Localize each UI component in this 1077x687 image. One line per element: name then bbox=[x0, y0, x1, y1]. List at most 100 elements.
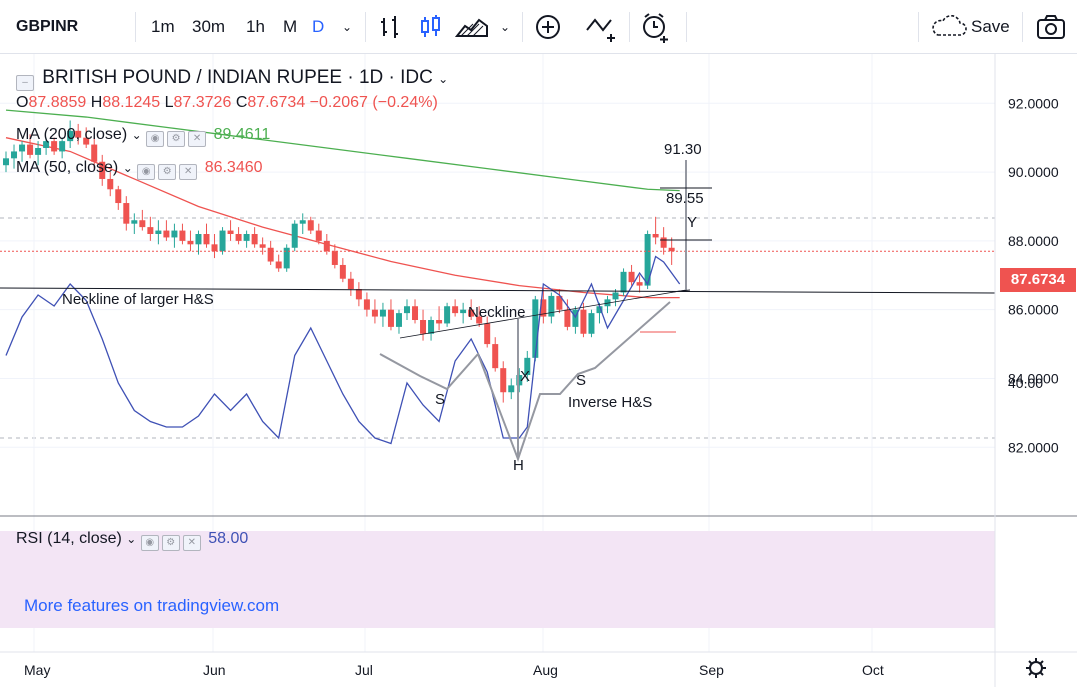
low-value: 87.3726 bbox=[173, 94, 232, 111]
candle bbox=[548, 292, 555, 324]
candle bbox=[275, 254, 282, 272]
candle bbox=[572, 306, 579, 334]
rsi-label: RSI (14, close) bbox=[16, 530, 122, 547]
ma50-line bbox=[5, 137, 680, 299]
timeframe-d[interactable]: D bbox=[312, 17, 325, 36]
candle bbox=[420, 309, 427, 341]
right-shoulder-label: S bbox=[576, 372, 586, 389]
candle bbox=[139, 209, 146, 231]
chevron-down-icon[interactable]: ⌄ bbox=[500, 20, 511, 34]
chevron-down-icon[interactable]: ⌄ bbox=[438, 72, 449, 86]
candle bbox=[355, 282, 362, 307]
time-tick-label: Sep bbox=[699, 662, 724, 678]
candle bbox=[27, 134, 34, 159]
gear-icon[interactable]: ⚙ bbox=[161, 535, 180, 551]
time-axis: May Jun Jul Aug Sep Oct bbox=[24, 662, 884, 678]
timeframe-1h[interactable]: 1h bbox=[246, 17, 265, 36]
collapse-icon[interactable]: – bbox=[16, 75, 34, 91]
candle bbox=[428, 316, 435, 341]
ma50-value: 86.3460 bbox=[204, 159, 263, 176]
candle bbox=[171, 223, 178, 248]
ma50-legend[interactable]: MA (50, close) ⌄ ◉ ⚙ ✕ 86.3460 bbox=[16, 159, 263, 180]
candle bbox=[363, 292, 370, 317]
time-tick-label: Jun bbox=[203, 662, 226, 678]
candle bbox=[452, 299, 459, 317]
candle bbox=[75, 123, 82, 145]
high-label: H bbox=[90, 94, 103, 111]
rsi-path bbox=[5, 255, 681, 445]
candles-icon[interactable] bbox=[418, 14, 444, 40]
compare-icon[interactable] bbox=[585, 12, 621, 42]
add-indicator-icon[interactable] bbox=[534, 13, 562, 41]
close-icon[interactable]: ✕ bbox=[179, 164, 198, 180]
candle bbox=[251, 227, 258, 248]
candle bbox=[644, 230, 651, 290]
gear-icon[interactable]: ⚙ bbox=[167, 131, 186, 147]
settings-gear-icon[interactable] bbox=[1026, 658, 1046, 678]
candle bbox=[115, 185, 122, 210]
y-label: Y bbox=[687, 214, 697, 231]
candle bbox=[468, 299, 475, 320]
candle bbox=[371, 299, 378, 324]
candle bbox=[155, 220, 162, 245]
alert-clock-icon[interactable] bbox=[640, 12, 672, 44]
visibility-icon[interactable]: ◉ bbox=[146, 131, 165, 147]
chart-legend-title: – BRITISH POUND / INDIAN RUPEE · 1D · ID… bbox=[16, 67, 448, 91]
ma200-legend[interactable]: MA (200, close) ⌄ ◉ ⚙ ✕ 89.4611 bbox=[16, 126, 270, 147]
timeframe-30m[interactable]: 30m bbox=[192, 17, 226, 36]
timeframe-1m[interactable]: 1m bbox=[151, 17, 175, 36]
candle bbox=[147, 216, 154, 241]
timeframe-m[interactable]: M bbox=[283, 17, 298, 36]
chevron-down-icon[interactable]: ⌄ bbox=[131, 128, 142, 142]
ohlc-legend: O87.8859 H88.1245 L87.3726 C87.6734 −0.2… bbox=[16, 94, 438, 112]
time-tick-label: Jul bbox=[355, 662, 373, 678]
chevron-down-icon[interactable]: ⌄ bbox=[122, 161, 133, 175]
price-tick-label: 84.0000 bbox=[1008, 370, 1059, 386]
candle bbox=[123, 196, 130, 231]
inverse-hs-label: Inverse H&S bbox=[568, 394, 652, 411]
gear-icon[interactable]: ⚙ bbox=[158, 164, 177, 180]
candle bbox=[660, 227, 667, 255]
camera-icon[interactable] bbox=[1036, 14, 1066, 40]
candle bbox=[267, 240, 274, 265]
candle bbox=[652, 216, 659, 245]
rsi-value: 58.00 bbox=[208, 530, 249, 547]
rsi-legend[interactable]: RSI (14, close) ⌄ ◉ ⚙ ✕ 58.00 bbox=[16, 530, 248, 551]
visibility-icon[interactable]: ◉ bbox=[137, 164, 156, 180]
chevron-down-icon[interactable]: ⌄ bbox=[342, 20, 353, 34]
price-tick-label: 92.0000 bbox=[1008, 95, 1059, 111]
candle bbox=[436, 306, 443, 331]
candle bbox=[195, 230, 202, 255]
symbol-search-button[interactable]: GBPINR bbox=[16, 18, 79, 35]
top-toolbar: GBPINR 1m 30m 1h M D ⌄ ⌄ Save bbox=[0, 0, 1077, 54]
candle bbox=[19, 141, 26, 162]
bar-chart-icon[interactable] bbox=[378, 14, 404, 40]
chart-area[interactable]: 91.30 89.55 Y X H S S Neckline Neckline … bbox=[0, 54, 1077, 687]
candle bbox=[323, 234, 330, 255]
close-icon[interactable]: ✕ bbox=[188, 131, 207, 147]
candle bbox=[107, 172, 114, 197]
candle bbox=[11, 144, 18, 169]
candle bbox=[235, 227, 242, 245]
low-label: L bbox=[164, 94, 174, 111]
candle bbox=[588, 309, 595, 338]
chevron-down-icon[interactable]: ⌄ bbox=[126, 532, 137, 546]
candle bbox=[395, 309, 402, 334]
candle bbox=[59, 137, 66, 159]
save-button[interactable]: Save bbox=[971, 17, 1010, 36]
cloud-icon[interactable] bbox=[930, 15, 968, 39]
close-value: 87.6734 bbox=[247, 94, 306, 111]
candle bbox=[444, 302, 451, 327]
candle bbox=[51, 137, 58, 155]
close-icon[interactable]: ✕ bbox=[182, 535, 201, 551]
instrument-title: BRITISH POUND / INDIAN RUPEE · 1D · IDC bbox=[42, 67, 433, 88]
head-label: H bbox=[513, 457, 524, 474]
candle bbox=[291, 220, 298, 252]
visibility-icon[interactable]: ◉ bbox=[140, 535, 159, 551]
candle bbox=[604, 295, 611, 314]
rsi-line bbox=[5, 255, 681, 445]
watermark-text[interactable]: More features on tradingview.com bbox=[24, 596, 279, 615]
candle bbox=[636, 275, 643, 293]
area-chart-icon[interactable] bbox=[455, 14, 489, 40]
candle bbox=[339, 258, 346, 283]
